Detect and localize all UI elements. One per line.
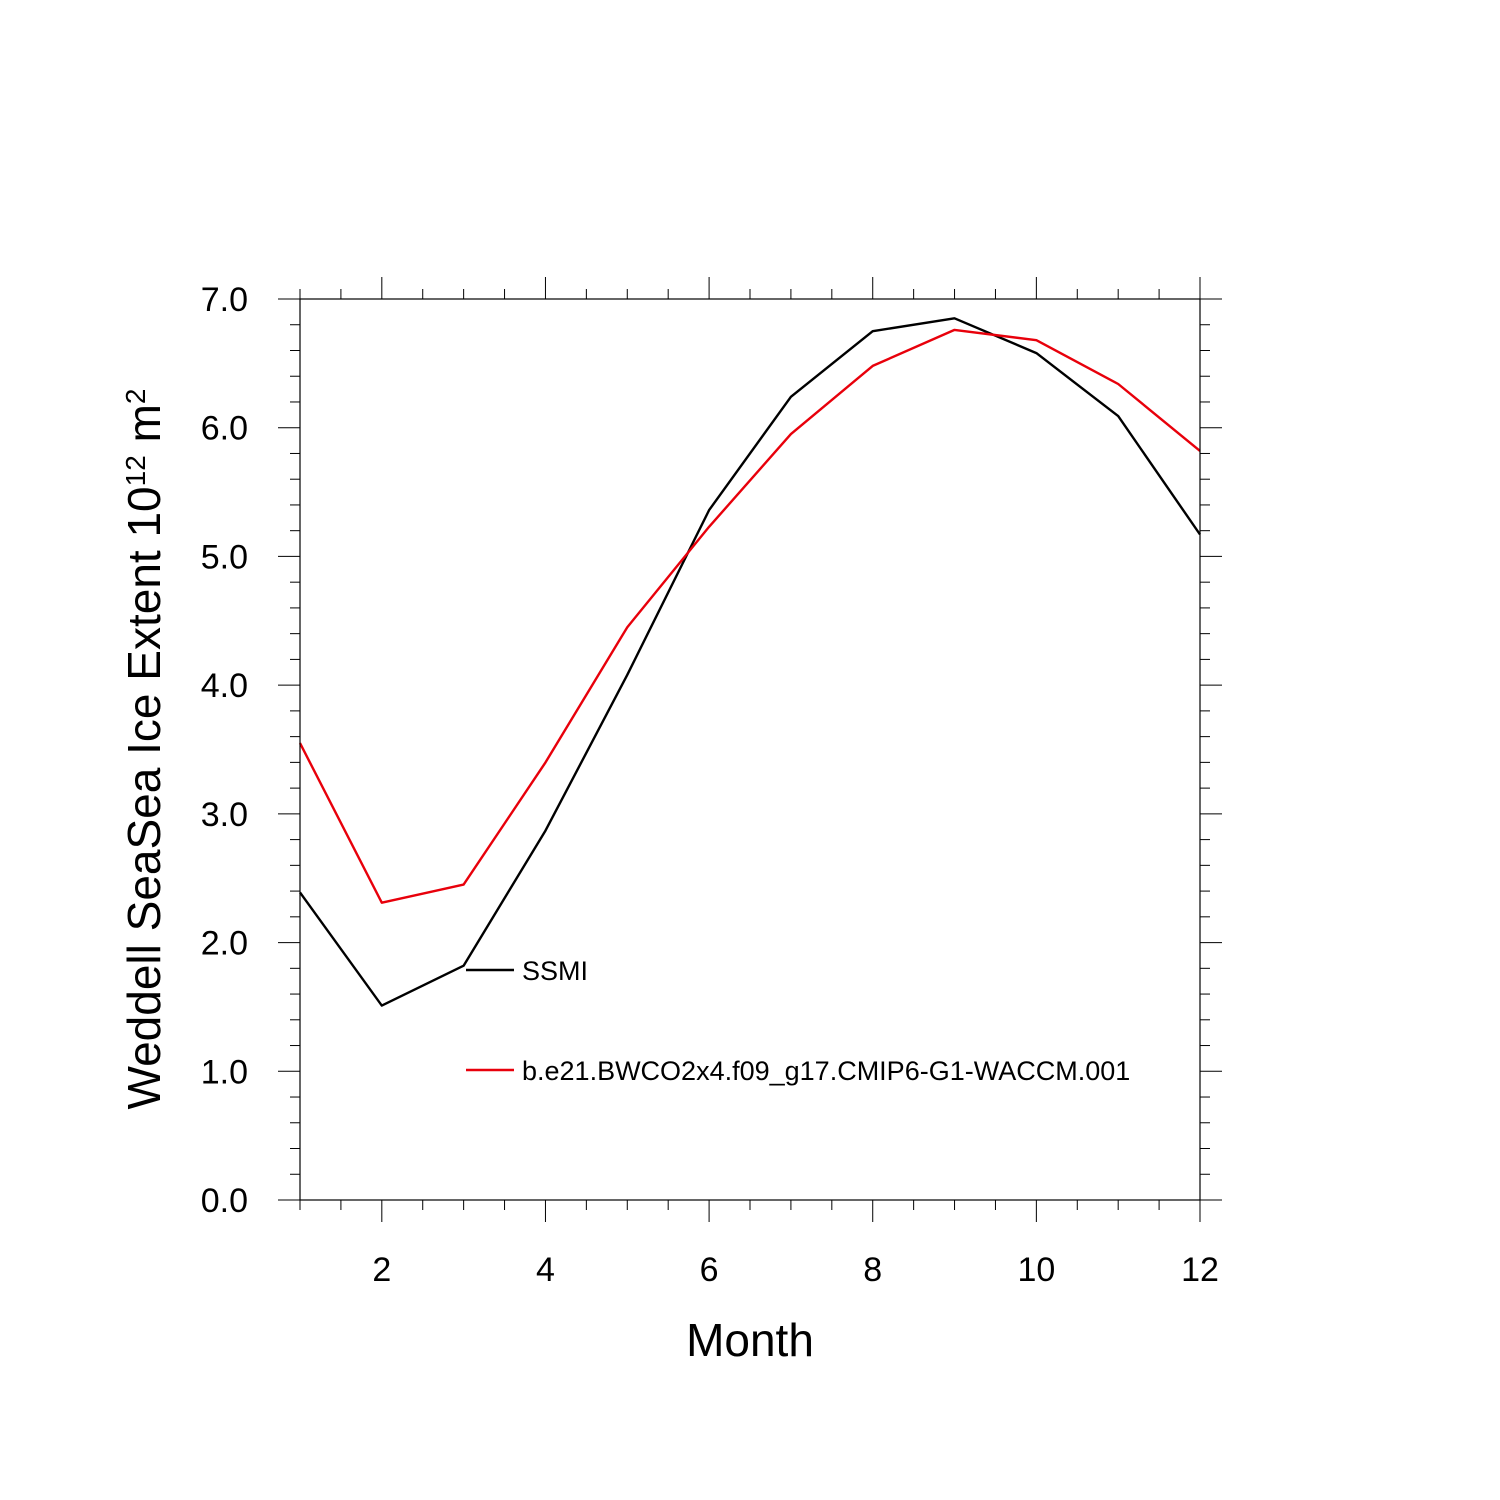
x-tick-label: 10 (1017, 1251, 1055, 1289)
x-tick-labels: 2 4 6 8 10 12 (372, 1251, 1219, 1289)
legend: SSMI b.e21.BWCO2x4.f09_g17.CMIP6-G1-WACC… (466, 956, 1130, 1086)
x-tick-label: 6 (700, 1251, 719, 1289)
x-tick-label: 2 (372, 1251, 391, 1289)
y-axis-title-exponent: 12 (120, 455, 151, 486)
y-tick-label: 7.0 (201, 281, 248, 319)
series-line-ssmi (299, 317, 1201, 1007)
y-axis-title: Weddell SeaSea Ice Extent 1012 m2 (118, 389, 170, 1110)
series-lines (298, 317, 1201, 1007)
y-tick-labels: 0.0 1.0 2.0 3.0 4.0 5.0 6.0 7.0 (201, 281, 248, 1220)
legend-label-model: b.e21.BWCO2x4.f09_g17.CMIP6-G1-WACCM.001 (522, 1056, 1130, 1086)
x-tick-label: 8 (863, 1251, 882, 1289)
y-axis-title-main: Weddell SeaSea Ice Extent 10 (118, 486, 170, 1109)
y-tick-label: 0.0 (201, 1182, 248, 1220)
minor-ticks (290, 289, 1210, 1210)
y-axis-title-unit-exponent: 2 (120, 389, 151, 405)
y-tick-label: 3.0 (201, 796, 248, 834)
y-axis-title-unit: m (118, 404, 170, 455)
y-tick-label: 1.0 (201, 1053, 248, 1091)
series-line-model (298, 328, 1201, 904)
x-axis-title: Month (686, 1314, 814, 1366)
x-tick-label: 12 (1181, 1251, 1219, 1289)
major-ticks (278, 277, 1222, 1222)
x-tick-label: 4 (536, 1251, 555, 1289)
plot-frame (299, 298, 1201, 1201)
y-tick-label: 5.0 (201, 538, 248, 576)
legend-label-ssmi: SSMI (522, 956, 588, 986)
y-tick-label: 6.0 (201, 410, 248, 448)
y-tick-label: 4.0 (201, 667, 248, 705)
y-tick-label: 2.0 (201, 925, 248, 963)
